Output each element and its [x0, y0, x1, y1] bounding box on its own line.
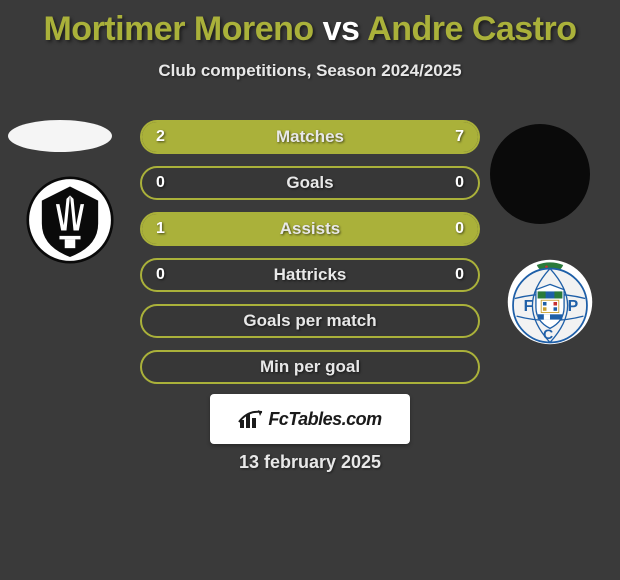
fc-porto-icon: F P C	[506, 258, 594, 346]
branding-text: FcTables.com	[268, 409, 381, 430]
player1-avatar	[8, 120, 112, 152]
stat-label: Goals	[142, 168, 478, 198]
svg-text:P: P	[568, 298, 579, 315]
stat-label: Assists	[142, 214, 478, 244]
player1-name: Mortimer Moreno	[43, 10, 313, 48]
stat-row: 10Assists	[140, 212, 480, 246]
comparison-card: Mortimer Moreno vs Andre Castro Club com…	[0, 0, 620, 580]
stat-label: Matches	[142, 122, 478, 152]
fctables-logo-icon	[238, 408, 264, 430]
player2-name: Andre Castro	[367, 10, 576, 48]
club-badge-right: F P C	[506, 258, 594, 346]
stat-row: Min per goal	[140, 350, 480, 384]
page-title: Mortimer Moreno vs Andre Castro	[0, 0, 620, 49]
stat-label: Goals per match	[142, 306, 478, 336]
stat-label: Hattricks	[142, 260, 478, 290]
stat-label: Min per goal	[142, 352, 478, 382]
stats-table: 27Matches 00Goals 10Assists 00Hattricks Goal…	[140, 120, 480, 396]
svg-text:C: C	[543, 326, 553, 342]
vs-separator: vs	[323, 10, 360, 48]
stat-row: 27Matches	[140, 120, 480, 154]
stat-row: Goals per match	[140, 304, 480, 338]
date-text: 13 february 2025	[0, 452, 620, 473]
branding-box: FcTables.com	[210, 394, 410, 444]
svg-text:F: F	[524, 298, 534, 315]
stat-row: 00Hattricks	[140, 258, 480, 292]
subtitle: Club competitions, Season 2024/2025	[0, 61, 620, 81]
stat-row: 00Goals	[140, 166, 480, 200]
player2-avatar	[490, 124, 590, 224]
academico-viseu-icon	[26, 176, 114, 264]
club-badge-left	[26, 176, 114, 264]
